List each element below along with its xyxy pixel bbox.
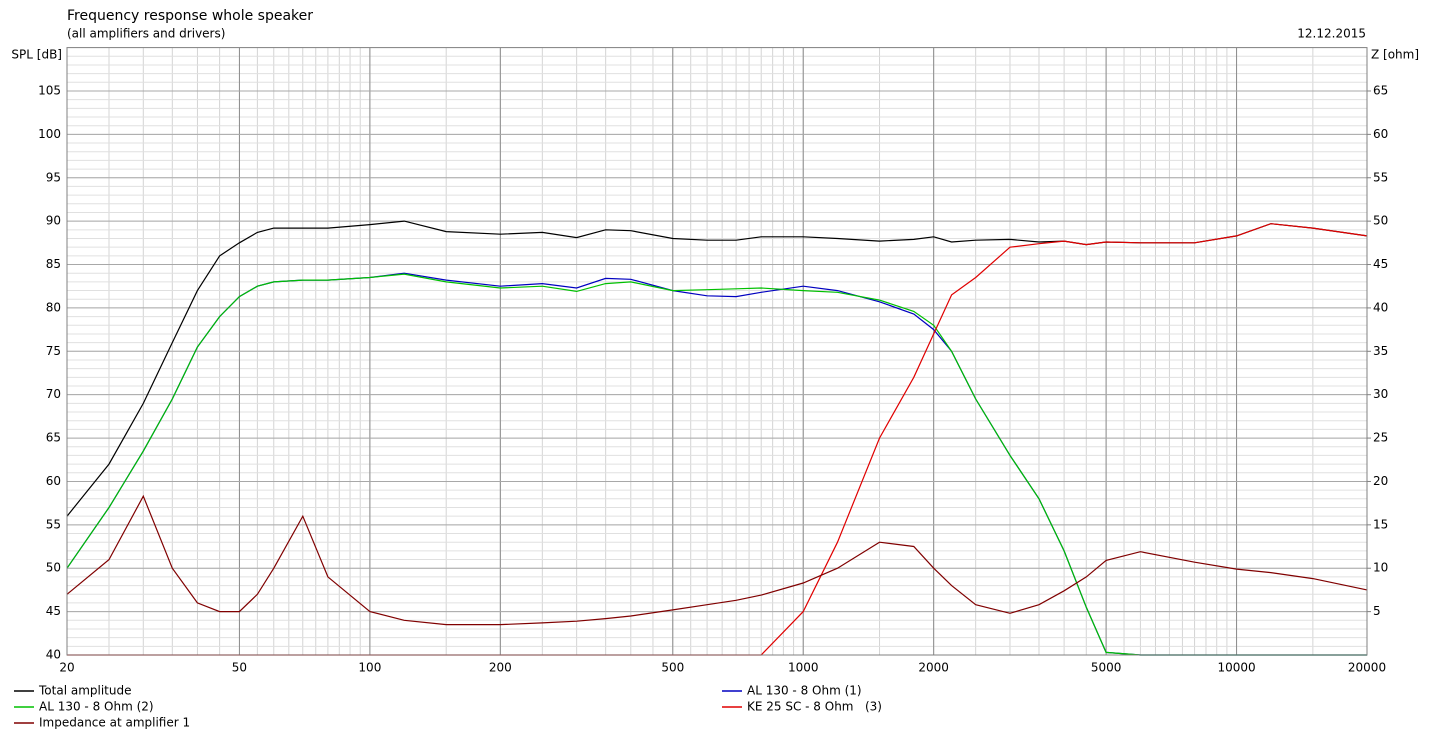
chart-subtitle: (all amplifiers and drivers) (67, 27, 225, 41)
y-tick-label: 65 (46, 431, 61, 445)
y-tick-label: 55 (46, 517, 61, 531)
y2-tick-label: 5 (1373, 604, 1381, 618)
x-tick-label: 500 (661, 661, 684, 675)
y2-tick-label: 45 (1373, 257, 1388, 271)
y2-tick-label: 65 (1373, 83, 1388, 97)
y-tick-label: 50 (46, 561, 61, 575)
y-tick-label: 60 (46, 474, 61, 488)
y2-tick-label: 35 (1373, 344, 1388, 358)
y2-tick-label: 55 (1373, 170, 1388, 184)
legend-label: Impedance at amplifier 1 (39, 716, 190, 730)
x-tick-label: 10000 (1217, 661, 1255, 675)
y2-tick-label: 25 (1373, 431, 1388, 445)
series-line (66, 273, 1367, 656)
y-tick-label: 75 (46, 344, 61, 358)
y2-tick-label: 15 (1373, 517, 1388, 531)
y-tick-label: 85 (46, 257, 61, 271)
x-tick-label: 2000 (918, 661, 949, 675)
y-tick-label: 100 (38, 127, 61, 141)
y-axis-label: SPL [dB] (11, 48, 62, 62)
y2-tick-label: 10 (1373, 561, 1388, 575)
x-tick-label: 20 (59, 661, 74, 675)
x-tick-label: 100 (358, 661, 381, 675)
chart-date: 12.12.2015 (1297, 27, 1366, 41)
y-tick-label: 105 (38, 83, 61, 97)
legend-label: KE 25 SC - 8 Ohm (3) (747, 700, 882, 714)
x-tick-label: 20000 (1348, 661, 1386, 675)
legend-label: AL 130 - 8 Ohm (1) (747, 684, 862, 698)
y-tick-label: 80 (46, 300, 61, 314)
y-tick-label: 45 (46, 604, 61, 618)
y2-tick-label: 50 (1373, 214, 1388, 228)
x-tick-label: 1000 (788, 661, 819, 675)
x-tick-label: 50 (232, 661, 247, 675)
y2-tick-label: 20 (1373, 474, 1388, 488)
y-tick-label: 95 (46, 170, 61, 184)
y2-tick-label: 40 (1373, 300, 1388, 314)
chart-title: Frequency response whole speaker (67, 8, 313, 24)
y-tick-label: 40 (46, 648, 61, 662)
y2-axis-label: Z [ohm] (1371, 48, 1419, 62)
x-tick-label: 200 (489, 661, 512, 675)
y-tick-label: 70 (46, 387, 61, 401)
legend-label: AL 130 - 8 Ohm (2) (39, 700, 154, 714)
y-tick-label: 90 (46, 214, 61, 228)
legend-label: Total amplitude (38, 684, 131, 698)
y2-tick-label: 30 (1373, 387, 1388, 401)
legend: Total amplitude AL 130 - 8 Ohm (1) AL 130 … (14, 684, 882, 730)
y2-tick-label: 60 (1373, 127, 1388, 141)
x-tick-label: 5000 (1091, 661, 1122, 675)
series-line (66, 494, 1368, 626)
